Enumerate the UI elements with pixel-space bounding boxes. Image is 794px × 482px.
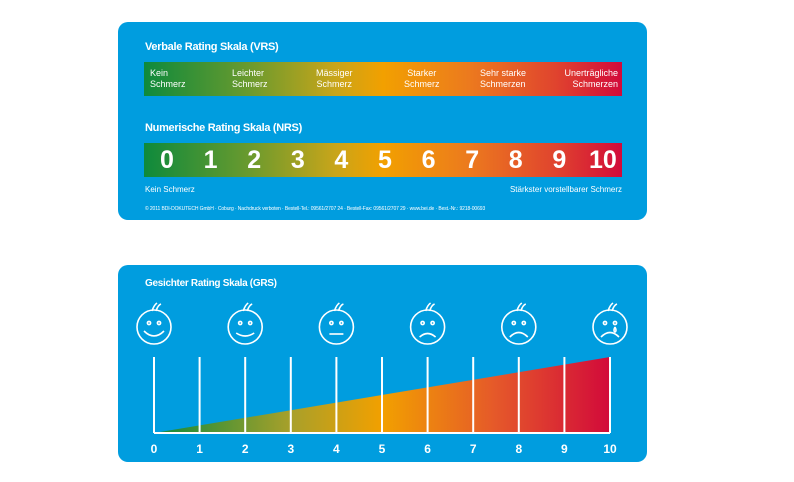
vrs-label: Mässiger Schmerz	[316, 68, 353, 89]
grs-number[interactable]: 10	[603, 442, 617, 456]
grs-scale: 0 1 2 3 4 5 6 7 8 9 10	[136, 302, 628, 456]
vrs-nrs-card: Verbale Rating Skala (VRS) Kein Schmerz L…	[118, 22, 647, 220]
nrs-number[interactable]: 1	[203, 145, 218, 174]
nrs-number[interactable]: 7	[465, 145, 480, 174]
neutral-face-icon[interactable]	[318, 302, 355, 345]
grs-card: Gesichter Rating Skala (GRS) 0 1 2 3 4 5 6 7 8 9 1…	[118, 265, 647, 462]
nrs-number[interactable]: 4	[334, 145, 349, 174]
grs-number[interactable]: 7	[470, 442, 477, 456]
grs-number[interactable]: 4	[333, 442, 340, 456]
vrs-title: Verbale Rating Skala (VRS)	[145, 41, 279, 53]
vrs-label: Kein Schmerz	[150, 68, 186, 89]
grs-number[interactable]: 1	[196, 442, 203, 456]
grs-number[interactable]: 5	[379, 442, 386, 456]
very-happy-face-icon[interactable]	[136, 302, 172, 345]
grs-number[interactable]: 0	[151, 442, 158, 456]
vrs-label: Unerträgliche Schmerzen	[564, 68, 618, 89]
very-sad-face-icon[interactable]	[500, 302, 537, 345]
nrs-bar: 0 1 2 3 4 5 6 7 8 9 10	[144, 143, 622, 177]
nrs-title: Numerische Rating Skala (NRS)	[145, 122, 302, 134]
vrs-bar: Kein Schmerz Leichter Schmerz Mässiger Schm…	[144, 62, 622, 96]
nrs-number[interactable]: 3	[290, 145, 305, 174]
happy-face-icon[interactable]	[227, 302, 263, 345]
nrs-number[interactable]: 8	[508, 145, 523, 174]
grs-number[interactable]: 6	[424, 442, 431, 456]
grs-number[interactable]: 2	[242, 442, 249, 456]
vrs-label: Sehr starke Schmerzen	[480, 68, 527, 89]
nrs-number[interactable]: 5	[378, 145, 392, 174]
nrs-min-label: Kein Schmerz	[145, 185, 195, 194]
nrs-max-label: Stärkster vorstellbarer Schmerz	[509, 185, 622, 194]
nrs-number[interactable]: 6	[421, 145, 436, 174]
sad-face-icon[interactable]	[409, 302, 446, 345]
copyright-footer: © 2011 BDI-DOKUTECH GmbH · Coburg · Nach…	[145, 206, 486, 212]
nrs-number[interactable]: 0	[160, 145, 174, 174]
nrs-number[interactable]: 2	[247, 145, 262, 174]
vrs-label: Starker Schmerz	[404, 68, 440, 89]
grs-number[interactable]: 3	[287, 442, 294, 456]
vrs-label: Leichter Schmerz	[232, 68, 268, 89]
crying-face-icon[interactable]	[592, 302, 628, 345]
nrs-number[interactable]: 9	[552, 145, 567, 174]
grs-number[interactable]: 9	[561, 442, 568, 456]
nrs-number[interactable]: 10	[589, 145, 617, 174]
grs-number[interactable]: 8	[515, 442, 522, 456]
grs-title: Gesichter Rating Skala (GRS)	[145, 278, 277, 289]
